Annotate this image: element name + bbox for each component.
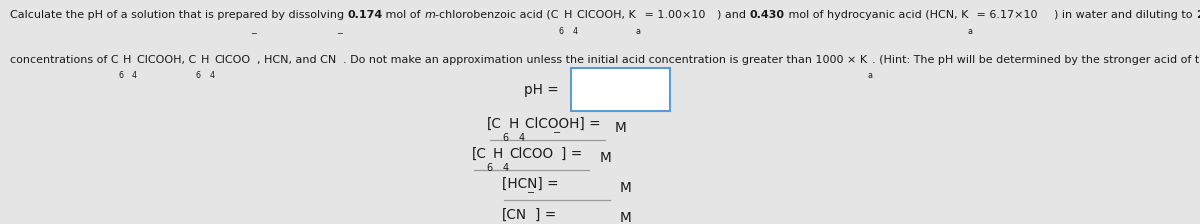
Text: 2.40: 2.40 (1196, 10, 1200, 20)
Text: H: H (493, 147, 503, 161)
Text: M: M (600, 151, 612, 165)
Text: mol of hydrocyanic acid (HCN, K: mol of hydrocyanic acid (HCN, K (785, 10, 968, 20)
Text: ) and: ) and (718, 10, 750, 20)
Text: H: H (124, 55, 132, 65)
Text: H: H (564, 10, 572, 20)
Text: . Do not make an approximation unless the initial acid concentration is greater : . Do not make an approximation unless th… (343, 55, 868, 65)
Text: m: m (425, 10, 436, 20)
Text: a: a (868, 71, 872, 80)
Text: [CN: [CN (502, 207, 527, 221)
Text: ClCOOH, C: ClCOOH, C (137, 55, 196, 65)
Text: ] =: ] = (562, 147, 582, 161)
Text: H: H (200, 55, 209, 65)
Text: Calculate the pH of a solution that is prepared by dissolving: Calculate the pH of a solution that is p… (10, 10, 347, 20)
Text: −: − (553, 127, 562, 138)
Text: pH =: pH = (524, 83, 559, 97)
Text: ClCOO: ClCOO (215, 55, 251, 65)
Text: −: − (336, 29, 343, 38)
Text: 0.174: 0.174 (347, 10, 383, 20)
Text: = 6.17×10: = 6.17×10 (973, 10, 1038, 20)
Text: = 1.00×10: = 1.00×10 (641, 10, 706, 20)
Text: M: M (619, 181, 631, 195)
Text: [HCN] =: [HCN] = (502, 177, 558, 191)
Text: concentrations of C: concentrations of C (10, 55, 119, 65)
Text: H: H (509, 117, 518, 131)
Text: 6: 6 (196, 71, 200, 80)
Text: 4: 4 (572, 27, 577, 36)
Text: ClCOOH] =: ClCOOH] = (524, 117, 600, 131)
Text: 4: 4 (132, 71, 137, 80)
Text: [C: [C (472, 147, 486, 161)
Text: ClCOOH, K: ClCOOH, K (577, 10, 636, 20)
Text: . (Hint: The pH will be determined by the stronger acid of this pair.): . (Hint: The pH will be determined by th… (872, 55, 1200, 65)
Text: −: − (527, 188, 535, 198)
Text: −: − (251, 29, 257, 38)
Bar (571, 68, 670, 111)
Text: mol of: mol of (383, 10, 425, 20)
Text: M: M (619, 211, 631, 224)
Text: M: M (614, 121, 626, 135)
Text: 0.430: 0.430 (750, 10, 785, 20)
Text: 6: 6 (486, 163, 493, 173)
Text: 4: 4 (503, 163, 509, 173)
Text: 6: 6 (119, 71, 124, 80)
Text: ] =: ] = (535, 207, 556, 221)
Text: a: a (636, 27, 641, 36)
Text: 6: 6 (559, 27, 564, 36)
Text: ) in water and diluting to: ) in water and diluting to (1055, 10, 1196, 20)
Text: ClCOO: ClCOO (509, 147, 553, 161)
Text: 4: 4 (209, 71, 215, 80)
Text: a: a (968, 27, 973, 36)
Text: , HCN, and CN: , HCN, and CN (257, 55, 336, 65)
Text: 4: 4 (518, 133, 524, 143)
Text: -chlorobenzoic acid (C: -chlorobenzoic acid (C (436, 10, 559, 20)
Text: [C: [C (487, 117, 502, 131)
Text: 6: 6 (502, 133, 509, 143)
